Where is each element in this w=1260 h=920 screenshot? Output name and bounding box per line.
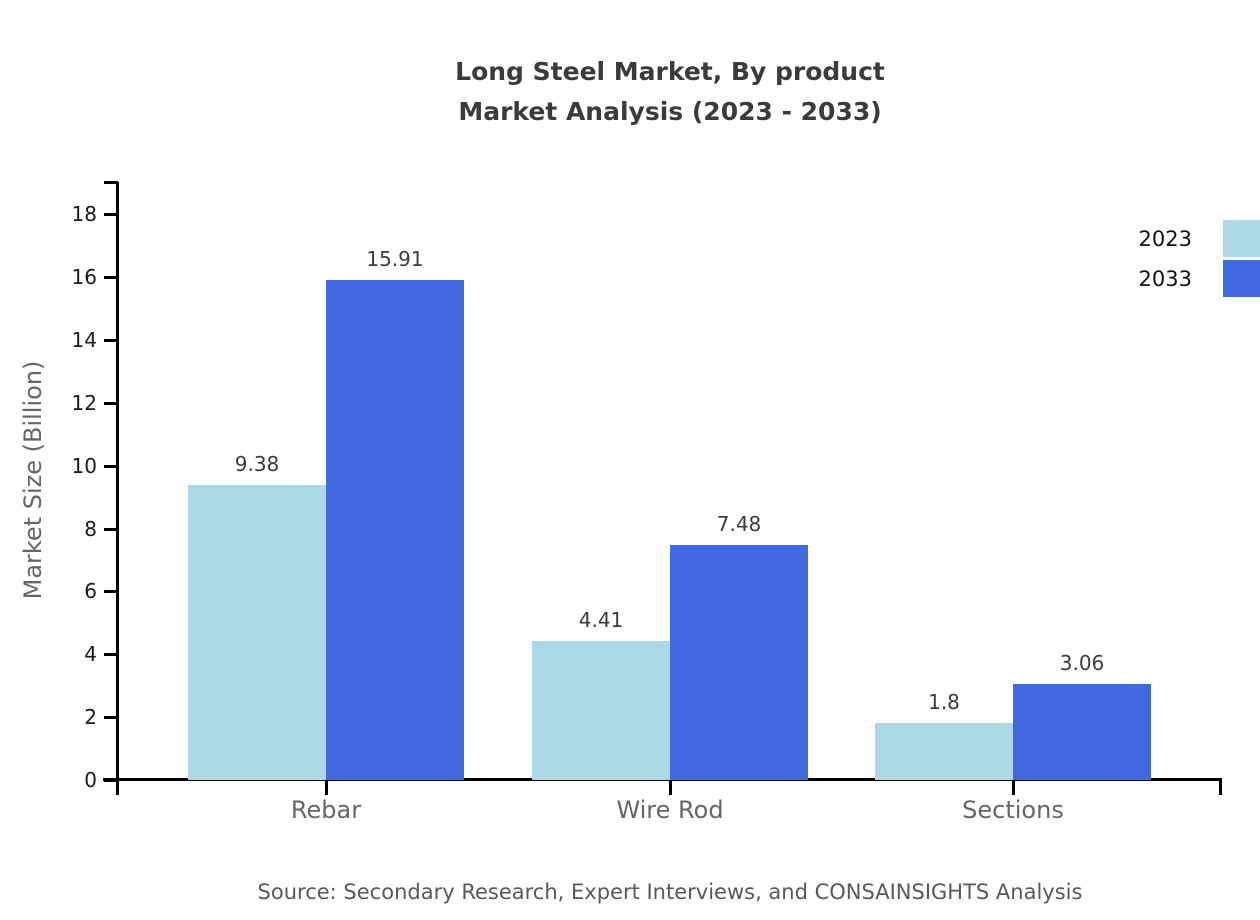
- x-tick-rebar: [325, 781, 328, 795]
- legend-item-2033: 2033: [1120, 260, 1260, 297]
- y-axis-top-cap: [104, 181, 118, 184]
- legend-label-2023: 2023: [1138, 226, 1192, 251]
- y-tick-label-4: 4: [84, 642, 97, 667]
- x-label-sections: Sections: [962, 796, 1064, 824]
- y-tick-label-0: 0: [84, 768, 97, 792]
- bar-value-2033-wire-rod: 7.48: [716, 511, 762, 536]
- y-tick-label-14: 14: [71, 327, 97, 352]
- bar-value-2023-rebar: 9.38: [234, 452, 280, 477]
- y-tick-4: [104, 653, 116, 657]
- x-label-rebar: Rebar: [290, 796, 362, 824]
- bar-2023-wire-rod: [532, 641, 670, 780]
- y-tick-10: [104, 464, 116, 468]
- bar-2033-rebar: [326, 279, 464, 780]
- legend-swatch-2023: [1223, 220, 1260, 257]
- bar-2023-sections: [875, 723, 1013, 780]
- y-tick-label-8: 8: [84, 516, 97, 541]
- y-tick-0: [104, 779, 116, 782]
- y-tick-label-6: 6: [84, 579, 97, 604]
- bar-2033-wire-rod: [670, 544, 808, 780]
- bar-value-2033-sections: 3.06: [1059, 650, 1105, 675]
- source-note: Source: Secondary Research, Expert Inter…: [257, 880, 1083, 904]
- bar-2033-sections: [1013, 683, 1151, 780]
- y-tick-label-10: 10: [71, 453, 97, 478]
- y-tick-16: [104, 276, 116, 280]
- y-tick-8: [104, 527, 116, 531]
- y-tick-12: [104, 401, 116, 405]
- legend-item-2023: 2023: [1120, 220, 1260, 257]
- y-tick-label-16: 16: [71, 265, 97, 290]
- x-label-wire-rod: Wire Rod: [616, 796, 724, 824]
- x-axis-right-cap: [1219, 778, 1222, 795]
- legend-swatch-2033: [1223, 260, 1260, 297]
- y-tick-label-2: 2: [84, 705, 97, 730]
- y-tick-6: [104, 590, 116, 594]
- bar-value-2033-rebar: 15.91: [366, 246, 424, 271]
- chart-title: Long Steel Market, By product Market Ana…: [455, 52, 885, 132]
- bar-2023-rebar: [188, 485, 326, 780]
- bar-value-2023-wire-rod: 4.41: [578, 608, 624, 633]
- y-axis-spine: [116, 182, 119, 795]
- y-tick-14: [104, 338, 116, 342]
- chart-title-line2: Market Analysis (2023 - 2033): [458, 97, 882, 126]
- y-tick-label-18: 18: [71, 202, 97, 227]
- legend: 2023 2033: [1120, 220, 1260, 300]
- bar-value-2023-sections: 1.8: [928, 690, 960, 715]
- x-tick-sections: [1012, 781, 1015, 795]
- y-tick-2: [104, 716, 116, 720]
- legend-label-2033: 2033: [1138, 266, 1192, 291]
- x-tick-wire-rod: [669, 781, 672, 795]
- y-tick-18: [104, 213, 116, 217]
- chart-title-line1: Long Steel Market, By product: [455, 57, 885, 86]
- y-tick-label-12: 12: [71, 390, 97, 415]
